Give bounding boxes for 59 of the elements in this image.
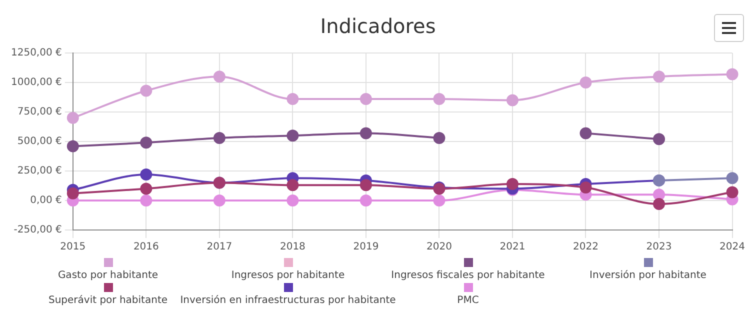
x-tick-label: 2023	[646, 242, 672, 253]
point	[66, 187, 79, 200]
point	[653, 198, 666, 210]
point	[726, 186, 738, 198]
x-tick-label: 2017	[206, 242, 232, 253]
x-tick-label: 2015	[60, 242, 86, 253]
y-tick-label: 1250,00 €	[10, 48, 62, 59]
point	[433, 132, 446, 144]
point	[580, 127, 592, 140]
x-tick-label: 2022	[573, 242, 598, 253]
point	[580, 182, 592, 194]
legend-label: Inversión por habitante	[590, 270, 706, 281]
legend-label: Ingresos por habitante	[231, 270, 345, 281]
point	[213, 132, 226, 144]
point	[653, 133, 666, 146]
legend-label: Superávit por habitante	[48, 295, 168, 306]
point	[360, 93, 372, 106]
point	[140, 182, 152, 195]
point	[140, 84, 152, 97]
point	[213, 70, 226, 83]
legend-label: Inversión en infraestructuras por habitante	[180, 295, 396, 306]
y-tick-label: -250,00 €	[14, 224, 62, 236]
point	[580, 76, 592, 88]
point	[653, 188, 666, 201]
legend-label: PMC	[457, 295, 479, 306]
chart-title: Indicadores	[319, 13, 437, 40]
x-tick-label: 2021	[500, 242, 526, 253]
x-tick-label: 2020	[426, 242, 452, 253]
point	[360, 127, 372, 140]
point	[286, 130, 299, 142]
y-tick-label: 750,00 €	[17, 106, 62, 118]
x-tick-label: 2024	[720, 242, 745, 253]
y-tick-label: 1000,00 €	[10, 77, 62, 88]
point	[433, 194, 446, 206]
x-tick-label: 2018	[280, 242, 306, 253]
legend-label: Gasto por habitante	[58, 270, 158, 281]
legend-label: Ingresos fiscales por habitante	[391, 270, 545, 281]
point	[360, 179, 372, 192]
point	[286, 93, 299, 106]
y-tick-label: 250,00 €	[17, 166, 62, 177]
point	[140, 136, 152, 149]
point	[653, 70, 666, 83]
x-tick-label: 2016	[133, 242, 159, 253]
point	[66, 140, 79, 152]
point	[140, 194, 152, 206]
point	[726, 172, 738, 184]
point	[360, 194, 372, 206]
point	[66, 112, 79, 124]
point	[506, 94, 518, 106]
point	[433, 93, 446, 106]
point	[286, 179, 299, 192]
x-tick-label: 2019	[353, 242, 379, 253]
point	[140, 168, 152, 181]
y-tick-label: 500,00 €	[17, 136, 62, 148]
y-tick-label: 0,00 €	[30, 195, 62, 206]
point	[286, 194, 299, 206]
point	[506, 178, 518, 190]
point	[726, 68, 738, 80]
point	[213, 194, 226, 206]
